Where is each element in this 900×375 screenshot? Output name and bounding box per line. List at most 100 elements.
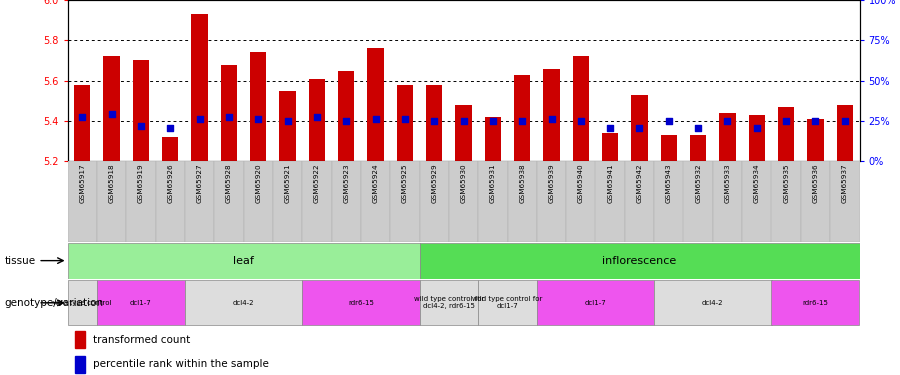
Bar xyxy=(536,161,566,242)
Bar xyxy=(478,161,508,242)
Bar xyxy=(713,161,742,242)
Text: rdr6-15: rdr6-15 xyxy=(803,300,828,306)
Text: wild type control for
dcl4-2, rdr6-15: wild type control for dcl4-2, rdr6-15 xyxy=(414,296,484,309)
Bar xyxy=(536,280,654,325)
Bar xyxy=(625,161,654,242)
Text: GSM65937: GSM65937 xyxy=(842,164,848,203)
Text: dcl4-2: dcl4-2 xyxy=(233,300,254,306)
Text: GSM65930: GSM65930 xyxy=(461,164,466,203)
Point xyxy=(691,125,706,131)
Text: GSM65934: GSM65934 xyxy=(754,164,760,203)
Bar xyxy=(602,133,618,161)
Bar xyxy=(104,57,120,161)
Bar xyxy=(514,75,530,161)
Text: GSM65932: GSM65932 xyxy=(695,164,701,203)
Text: GSM65933: GSM65933 xyxy=(724,164,731,203)
Bar xyxy=(719,113,735,161)
Bar xyxy=(331,161,361,242)
Point xyxy=(808,118,823,124)
Point xyxy=(603,125,617,131)
Bar xyxy=(76,356,85,373)
Bar xyxy=(397,85,413,161)
Bar xyxy=(449,161,478,242)
Bar xyxy=(367,48,383,161)
Text: GSM65939: GSM65939 xyxy=(548,164,554,203)
Text: leaf: leaf xyxy=(233,256,254,266)
Text: GSM65941: GSM65941 xyxy=(608,164,613,203)
Point xyxy=(515,118,529,124)
Bar xyxy=(572,57,589,161)
Bar xyxy=(338,70,355,161)
Bar xyxy=(133,60,148,161)
Bar xyxy=(192,14,208,161)
Bar xyxy=(654,280,771,325)
Text: GSM65922: GSM65922 xyxy=(314,164,319,203)
Point xyxy=(456,118,471,124)
Bar xyxy=(632,95,648,161)
Text: GSM65936: GSM65936 xyxy=(813,164,818,203)
Point xyxy=(662,118,676,124)
Bar xyxy=(74,85,90,161)
Bar xyxy=(68,161,97,242)
Bar xyxy=(566,161,596,242)
Bar xyxy=(302,161,331,242)
Point xyxy=(280,118,294,124)
Bar xyxy=(508,161,536,242)
Bar xyxy=(485,117,501,161)
Bar xyxy=(455,105,472,161)
Bar xyxy=(391,161,419,242)
Text: GSM65925: GSM65925 xyxy=(401,164,408,203)
Bar xyxy=(654,161,683,242)
Bar xyxy=(126,161,156,242)
Bar xyxy=(184,280,302,325)
Bar xyxy=(68,280,97,325)
Point xyxy=(486,118,500,124)
Bar xyxy=(68,243,419,279)
Bar xyxy=(690,135,707,161)
Bar xyxy=(683,161,713,242)
Text: dcl1-7: dcl1-7 xyxy=(130,300,152,306)
Text: rdr6-15: rdr6-15 xyxy=(348,300,374,306)
Text: GSM65928: GSM65928 xyxy=(226,164,232,203)
Bar xyxy=(771,280,859,325)
Text: GSM65943: GSM65943 xyxy=(666,164,671,203)
Point xyxy=(398,116,412,122)
Text: GSM65917: GSM65917 xyxy=(79,164,86,203)
Bar xyxy=(544,69,560,161)
Text: tissue: tissue xyxy=(4,256,36,266)
Point xyxy=(544,116,559,122)
Point xyxy=(104,111,119,117)
Text: GSM65929: GSM65929 xyxy=(431,164,437,203)
Point xyxy=(779,118,794,124)
Bar xyxy=(309,79,325,161)
Bar xyxy=(273,161,302,242)
Point xyxy=(339,118,354,124)
Bar xyxy=(807,119,824,161)
Text: inflorescence: inflorescence xyxy=(602,256,677,266)
Text: transformed count: transformed count xyxy=(93,335,190,345)
Bar xyxy=(419,280,478,325)
Bar xyxy=(220,64,237,161)
Bar xyxy=(156,161,184,242)
Point xyxy=(310,114,324,120)
Text: GSM65919: GSM65919 xyxy=(138,164,144,203)
Text: wild type control: wild type control xyxy=(53,300,112,306)
Bar xyxy=(244,161,273,242)
Point xyxy=(193,116,207,122)
Bar xyxy=(97,161,126,242)
Bar xyxy=(771,161,801,242)
Bar xyxy=(419,243,860,279)
Bar xyxy=(478,280,536,325)
Bar xyxy=(361,161,391,242)
Text: wild type control for
dcl1-7: wild type control for dcl1-7 xyxy=(472,296,543,309)
Bar xyxy=(426,85,442,161)
Bar xyxy=(279,91,295,161)
Point xyxy=(633,125,647,131)
Bar xyxy=(596,161,625,242)
Bar xyxy=(801,161,830,242)
Bar xyxy=(778,107,794,161)
Text: GSM65923: GSM65923 xyxy=(343,164,349,203)
Bar xyxy=(837,105,853,161)
Bar xyxy=(214,161,244,242)
Bar xyxy=(162,137,178,161)
